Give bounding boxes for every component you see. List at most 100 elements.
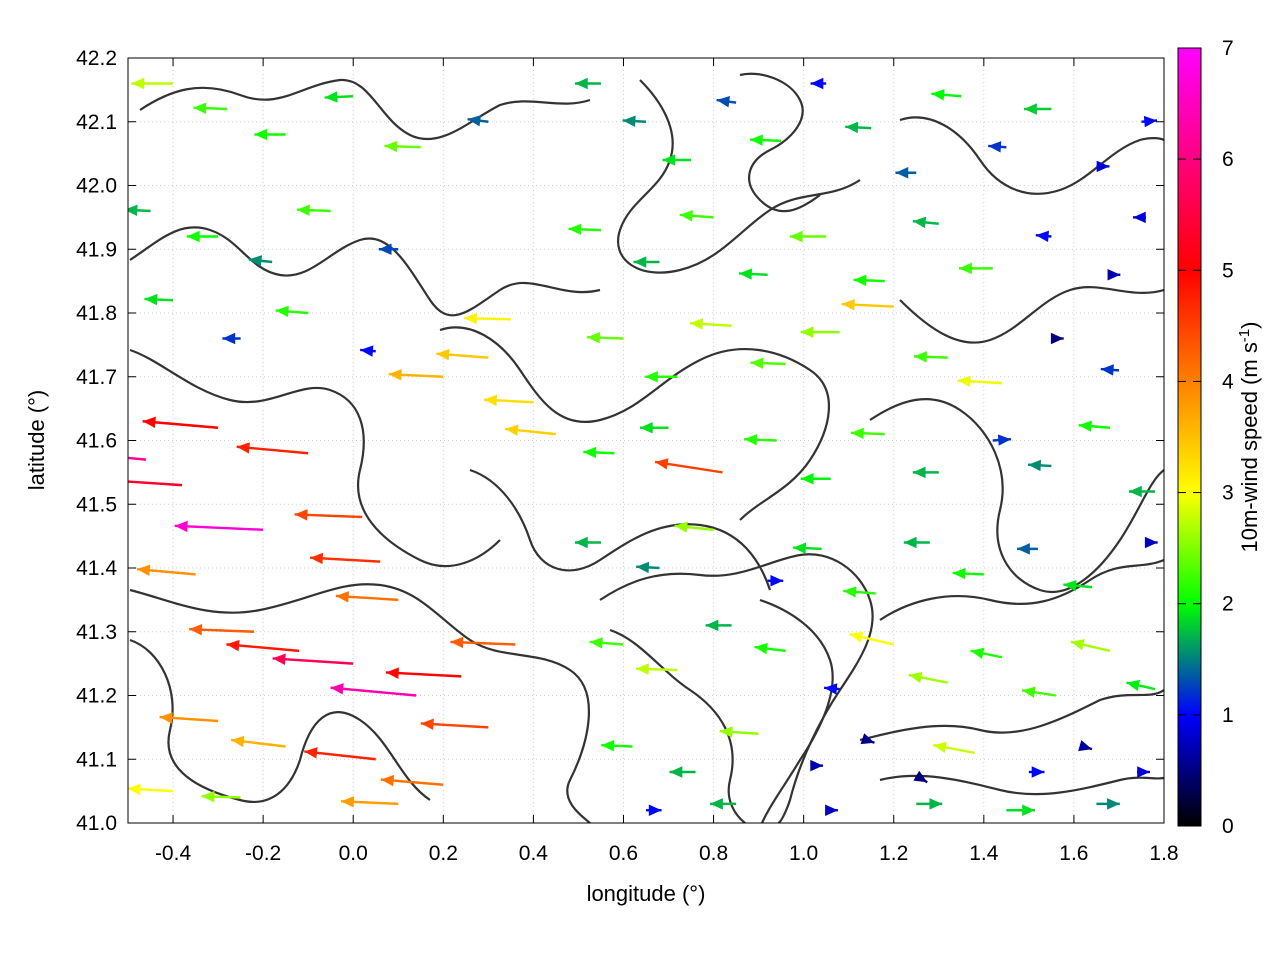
wind-vector	[568, 223, 602, 236]
wind-vector-head	[662, 154, 676, 166]
wind-vector	[1107, 269, 1121, 281]
wind-vector-head	[800, 473, 814, 485]
y-tick-label: 41.9	[76, 238, 117, 261]
wind-vector-head	[719, 726, 733, 738]
wind-vector	[142, 416, 219, 429]
wind-vector	[957, 375, 1002, 387]
wind-vector	[420, 718, 489, 730]
y-tick-label: 42.2	[76, 47, 117, 70]
wind-vector	[128, 480, 183, 487]
wind-vector-shaft	[128, 480, 183, 487]
wind-vector-head	[1144, 536, 1158, 549]
wind-vector	[1078, 740, 1093, 752]
wind-vector-head	[957, 375, 971, 387]
wind-vector	[636, 561, 660, 574]
wind-vector-head	[1050, 332, 1064, 345]
wind-vector-head	[645, 371, 658, 383]
wind-vector	[159, 712, 219, 724]
wind-vector-head	[750, 357, 764, 369]
wind-vector-head	[744, 434, 758, 446]
wind-vector	[823, 683, 840, 695]
wind-vector	[959, 262, 993, 275]
wind-vector	[988, 141, 1007, 153]
wind-vector	[633, 256, 660, 268]
y-tick-label: 41.8	[76, 302, 117, 325]
wind-vector	[1126, 679, 1156, 692]
wind-vector	[385, 667, 462, 679]
wind-vector	[952, 567, 984, 580]
wind-vector	[1070, 639, 1111, 653]
wind-vector-head	[912, 466, 926, 479]
wind-vector-shaft	[330, 686, 417, 697]
contour-line	[129, 348, 501, 568]
wind-vector-head	[450, 636, 464, 649]
wind-vector-head	[754, 642, 768, 655]
contour-line	[599, 553, 874, 823]
wind-vector	[903, 536, 930, 549]
wind-vector	[970, 647, 1003, 659]
wind-vector	[272, 653, 354, 665]
wind-vector-head	[1017, 543, 1030, 555]
colorbar-tick-label: 7	[1222, 37, 1234, 60]
wind-vector	[248, 255, 273, 267]
wind-vector	[912, 216, 939, 229]
wind-vector	[719, 726, 759, 738]
wind-vector-head	[131, 77, 145, 90]
wind-vector	[1078, 420, 1111, 432]
wind-vector-head	[330, 683, 344, 695]
wind-vector	[275, 305, 309, 318]
wind-vector-head	[824, 683, 838, 695]
wind-vector-head	[674, 521, 688, 533]
wind-vector-head	[144, 293, 158, 306]
wind-vector	[932, 741, 976, 755]
wind-vector-head	[716, 96, 731, 108]
terrain-contours	[129, 72, 1164, 823]
wind-vector-head	[1100, 364, 1114, 376]
wind-vector-shaft	[174, 524, 264, 531]
colorbar-tick-label: 6	[1222, 148, 1234, 171]
wind-vector	[860, 733, 875, 745]
wind-vector-head	[843, 586, 857, 598]
wind-vector	[767, 575, 784, 587]
wind-vector-head	[467, 115, 481, 127]
y-tick-label: 41.2	[76, 685, 117, 708]
wind-vector-head	[201, 790, 215, 803]
wind-vector	[1096, 798, 1120, 810]
wind-vector	[304, 747, 376, 761]
x-tick-label: 1.4	[969, 842, 999, 865]
wind-vector-head	[845, 121, 859, 134]
wind-vector	[931, 89, 962, 101]
wind-vector-head	[1035, 230, 1050, 242]
wind-vector	[1035, 230, 1052, 242]
wind-vector-head	[860, 733, 875, 745]
wind-vector	[128, 456, 147, 461]
wind-vector	[1027, 459, 1052, 472]
wind-vector	[222, 332, 241, 345]
contour-line	[759, 598, 834, 823]
colorbar-tick-label: 0	[1222, 815, 1234, 838]
x-axis-label: longitude (°)	[587, 881, 706, 906]
y-axis: 41.0 41.1 41.2 41.3 41.4 41.5 41.6 41.7 41.8 41.9…	[76, 47, 1164, 835]
wind-vector-head	[931, 89, 945, 101]
wind-vector-head	[186, 230, 200, 243]
wind-vector	[1096, 160, 1110, 173]
wind-vector-head	[800, 326, 814, 338]
wind-vector-head	[341, 796, 355, 808]
wind-vector	[1132, 211, 1146, 224]
wind-vector-head	[128, 783, 141, 795]
wind-vector	[689, 318, 732, 330]
wind-vector-head	[789, 230, 803, 243]
wind-vector	[174, 520, 264, 533]
wind-vector-head	[137, 564, 151, 576]
wind-vector-head	[380, 774, 395, 787]
wind-vector	[226, 639, 300, 653]
wind-vector	[144, 293, 174, 306]
wind-vector	[825, 804, 838, 816]
wind-vector-head	[254, 128, 268, 141]
x-tick-label: 0.0	[339, 842, 368, 865]
x-tick-label: -0.2	[245, 842, 281, 865]
wind-vector-head	[226, 639, 240, 652]
wind-vector	[800, 326, 840, 338]
wind-vector-head	[710, 798, 723, 810]
